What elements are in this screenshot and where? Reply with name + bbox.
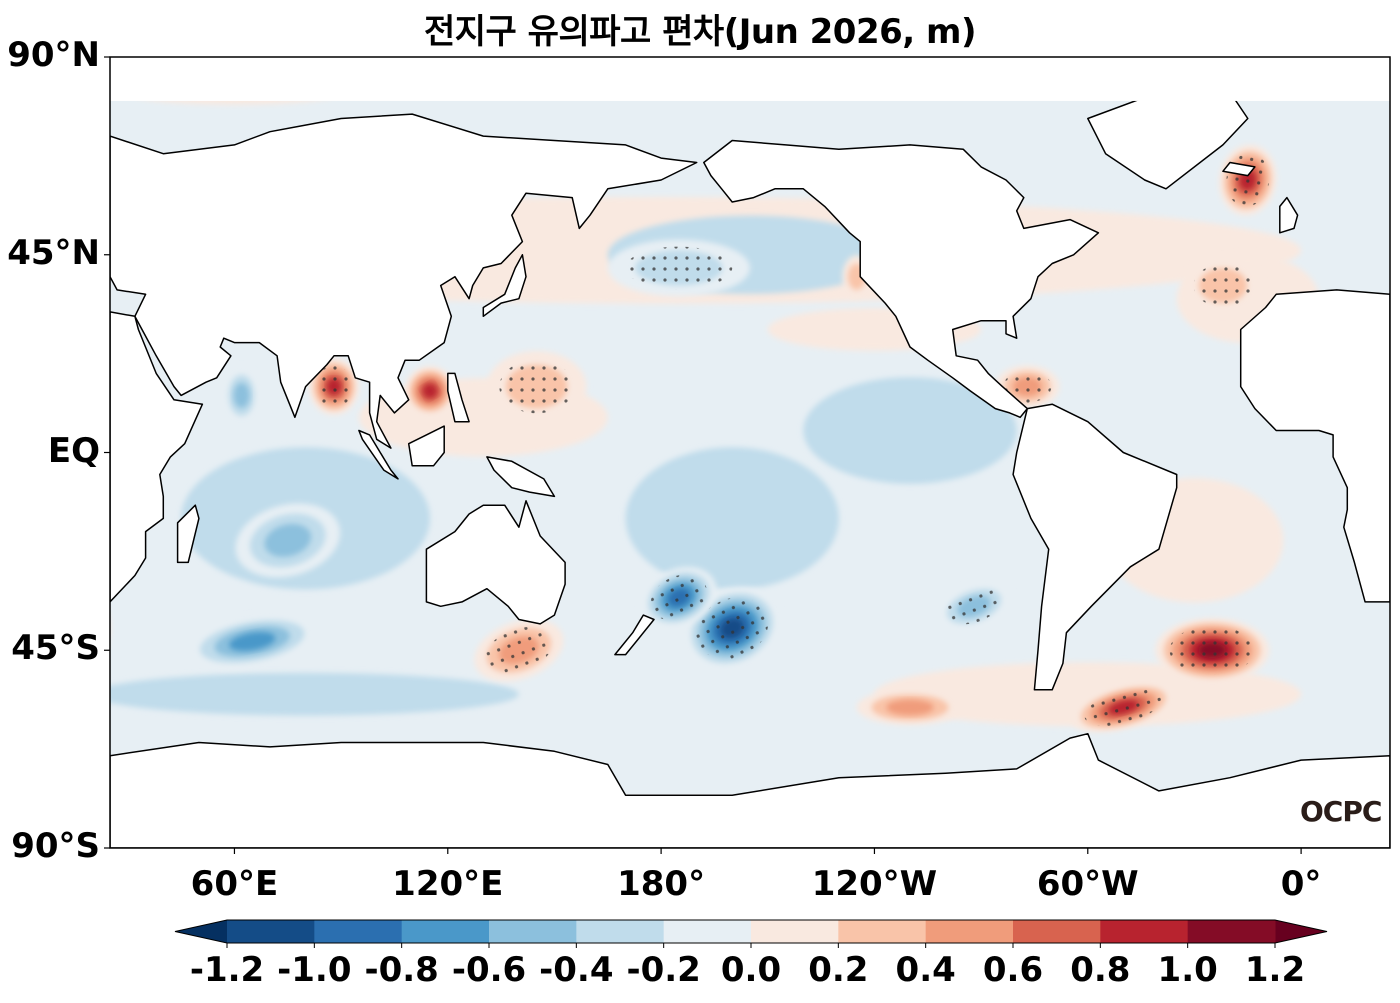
- land-north_america: [703, 139, 1100, 419]
- colorbar-tick-label: 0.0: [720, 950, 782, 990]
- colorbar-bin: [227, 920, 315, 943]
- land-africa_east: [110, 311, 204, 603]
- y-tick-label: 45°S: [11, 628, 100, 669]
- colorbar-extend-over: [1275, 920, 1327, 943]
- no-data-arctic: [110, 57, 1390, 101]
- x-ticks: [233, 848, 1302, 854]
- anomaly-contour: [886, 699, 934, 716]
- land-philippines: [447, 372, 470, 423]
- land-madagascar: [176, 504, 200, 564]
- land-japan: [482, 254, 527, 318]
- land-sumatra: [358, 429, 399, 480]
- land-new_zealand: [614, 614, 655, 656]
- colorbar: [174, 919, 1328, 948]
- stipple-region: [31, 566, 68, 619]
- y-tick-label: 90°N: [7, 35, 100, 75]
- stipple-region: [696, 597, 769, 660]
- stipple-region: [1169, 626, 1255, 675]
- colorbar-bin: [925, 920, 1014, 943]
- colorbar-tick-label: 1.2: [1244, 950, 1306, 990]
- colorbar-tick-label: 0.8: [1070, 950, 1131, 990]
- colorbar-bin: [838, 920, 927, 943]
- stipple-region: [499, 359, 574, 414]
- stipple-region: [1003, 370, 1052, 403]
- stipple-region: [945, 588, 1003, 625]
- anomaly-contour: [25, 558, 75, 629]
- land-eurasia: [110, 113, 698, 449]
- y-tick-label: 90°S: [11, 826, 100, 866]
- anomaly-contour: [229, 632, 276, 651]
- x-tick-label: 120°E: [392, 864, 504, 904]
- x-tick-label: 0°: [1280, 864, 1322, 904]
- land-new_guinea: [486, 456, 556, 498]
- ocpc-logo: OCPC: [1300, 795, 1382, 828]
- colorbar-tick-label: -1.2: [189, 950, 265, 990]
- anomaly-contour: [422, 383, 438, 399]
- y-tick-label: 45°N: [7, 232, 100, 273]
- stipple-region: [1084, 688, 1163, 726]
- colorbar-tick-label: -0.4: [539, 950, 614, 990]
- stipple-region: [650, 574, 707, 621]
- anomaly-contour: [233, 382, 250, 409]
- colorbar-bin: [751, 920, 839, 943]
- colorbar-tick-label: 0.2: [808, 950, 869, 990]
- colorbar-bin: [1187, 920, 1276, 943]
- land-uk: [1279, 196, 1299, 234]
- land-iceland: [1222, 161, 1256, 177]
- anomaly-contour: [803, 377, 1017, 484]
- colorbar-bin: [576, 920, 665, 943]
- x-tick-label: 180°: [617, 864, 706, 904]
- land-borneo: [407, 425, 445, 467]
- colorbar-tick-label: 0.4: [895, 950, 956, 990]
- x-tick-label: 60°E: [190, 864, 279, 904]
- map-title: 전지구 유의파고 편차(Jun 2026, m): [424, 12, 976, 52]
- stipple-region: [1193, 264, 1253, 307]
- land-antarctica: [110, 732, 1390, 848]
- colorbar-bin: [1100, 920, 1189, 943]
- land-africa: [1239, 289, 1390, 603]
- y-ticks: [104, 56, 110, 849]
- x-tick-label: 60°W: [1036, 864, 1139, 904]
- anomaly-contour: [110, 672, 519, 716]
- x-tick-label: 120°W: [811, 864, 938, 904]
- stippling: [31, 153, 1270, 726]
- colorbar-tick-label: -1.0: [277, 950, 352, 990]
- anomaly-contour: [625, 447, 839, 590]
- anomaly-contour: [32, 567, 68, 618]
- y-tick-label: EQ: [47, 430, 100, 471]
- colorbar-tick-label: -0.2: [626, 950, 701, 990]
- colorbar-extend-under: [175, 920, 227, 943]
- colorbar-tick-label: -0.8: [364, 950, 439, 990]
- plot-area: [25, 57, 1390, 848]
- land-australia: [425, 500, 566, 625]
- colorbar-bin: [1013, 920, 1101, 943]
- stipple-region: [315, 365, 353, 408]
- colorbar-bin: [314, 920, 403, 943]
- stipple-region: [485, 626, 553, 674]
- colorbar-bin: [663, 920, 752, 943]
- anomaly-contour: [264, 523, 312, 557]
- colorbar-bin: [401, 920, 490, 943]
- colorbar-tick-label: -0.6: [451, 950, 527, 990]
- anomaly-contour: [38, 577, 60, 609]
- colorbar-bin: [489, 920, 577, 943]
- stipple-region: [625, 246, 733, 290]
- land-mask: [110, 57, 1390, 848]
- land-south_america: [1012, 403, 1178, 691]
- colorbar-tick-label: 0.6: [982, 950, 1044, 990]
- colorbar-tick-label: 1.0: [1157, 950, 1218, 990]
